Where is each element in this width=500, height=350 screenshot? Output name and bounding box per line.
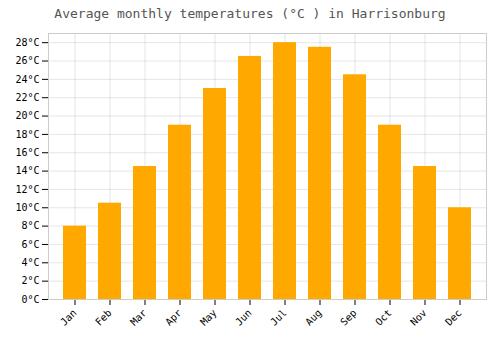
svg-text:0°C: 0°C	[21, 294, 39, 305]
svg-text:Feb: Feb	[93, 307, 114, 328]
svg-text:Oct: Oct	[373, 307, 394, 328]
svg-text:10°C: 10°C	[15, 202, 39, 213]
svg-text:2°C: 2°C	[21, 275, 39, 286]
svg-text:26°C: 26°C	[15, 55, 39, 66]
svg-text:24°C: 24°C	[15, 74, 39, 85]
svg-text:16°C: 16°C	[15, 147, 39, 158]
svg-text:20°C: 20°C	[15, 110, 39, 121]
svg-text:Jul: Jul	[268, 307, 289, 328]
svg-text:Jan: Jan	[58, 307, 79, 328]
svg-text:Sep: Sep	[338, 307, 359, 328]
svg-text:12°C: 12°C	[15, 184, 39, 195]
svg-text:14°C: 14°C	[15, 165, 39, 176]
svg-text:Mar: Mar	[128, 307, 149, 328]
svg-text:Apr: Apr	[163, 307, 184, 328]
svg-text:4°C: 4°C	[21, 257, 39, 268]
svg-text:Jun: Jun	[233, 307, 254, 328]
html-text:Average monthly temperatures (: Average monthly temperatures (°C ) in Ha…	[54, 6, 446, 21]
svg-text:8°C: 8°C	[21, 220, 39, 231]
svg-text:18°C: 18°C	[15, 129, 39, 140]
svg-text:22°C: 22°C	[15, 92, 39, 103]
svg-text:28°C: 28°C	[15, 37, 39, 48]
svg-text:Dec: Dec	[443, 307, 464, 328]
svg-text:6°C: 6°C	[21, 239, 39, 250]
svg-text:May: May	[198, 307, 219, 328]
svg-text:Aug: Aug	[303, 307, 324, 328]
svg-text:Nov: Nov	[408, 307, 429, 328]
